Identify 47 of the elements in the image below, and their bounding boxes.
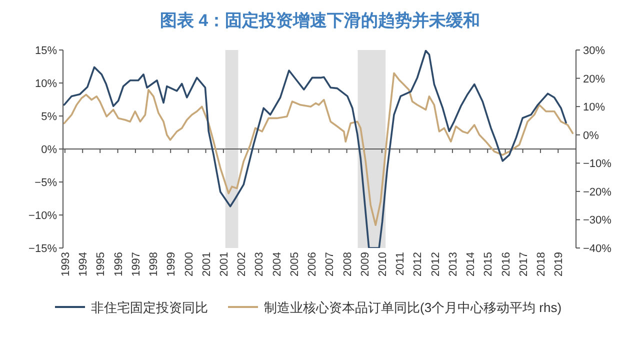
x-tick-label: 2015 xyxy=(482,252,495,276)
legend-label: 非住宅固定投资同比 xyxy=(91,300,208,315)
x-tick-label: 1998 xyxy=(148,252,160,276)
y-tick-label: 0% xyxy=(41,144,58,156)
y2-tick-label: 10% xyxy=(583,102,606,114)
x-tick-label: 1993 xyxy=(60,252,72,276)
x-tick-label: 2001 xyxy=(200,252,213,276)
x-tick-label: 2006 xyxy=(306,252,318,276)
x-tick-label: 2016 xyxy=(500,252,512,276)
x-tick-label: 2013 xyxy=(447,252,460,276)
x-tick-label: 2003 xyxy=(254,252,266,276)
x-tick-label: 2012 xyxy=(430,252,442,276)
y-tick-label: −10% xyxy=(28,210,58,222)
y2-tick-label: −40% xyxy=(583,243,612,255)
x-tick-label: 1999 xyxy=(166,252,178,276)
x-tick-label: 2010 xyxy=(376,252,389,276)
x-tick-label: 2007 xyxy=(324,252,336,276)
y-tick-label: −5% xyxy=(34,177,58,189)
x-tick-label: 2000 xyxy=(183,252,196,276)
x-tick-label: 2009 xyxy=(359,252,372,276)
y-tick-label: 10% xyxy=(34,78,58,90)
x-tick-label: 2011 xyxy=(394,252,407,276)
chart-title: 图表 4：固定投资增速下滑的趋势并未缓和 xyxy=(160,11,480,30)
x-tick-label: 2008 xyxy=(342,252,354,276)
x-tick-label: 1994 xyxy=(78,252,90,276)
x-tick-label: 2012 xyxy=(412,252,424,276)
legend-label: 制造业核心资本品订单同比(3个月中心移动平均 rhs) xyxy=(264,300,562,315)
y-tick-label: 5% xyxy=(41,111,58,123)
y-tick-label: −15% xyxy=(28,243,58,255)
x-tick-label: 2014 xyxy=(464,252,477,276)
y2-tick-label: −20% xyxy=(583,186,612,198)
x-tick-label: 2017 xyxy=(518,252,530,276)
x-tick-label: 1997 xyxy=(130,252,142,276)
y2-tick-label: 0% xyxy=(583,130,600,142)
y-tick-label: 15% xyxy=(34,45,58,57)
y2-tick-label: −30% xyxy=(583,214,612,227)
x-tick-label: 2018 xyxy=(535,252,548,276)
x-tick-label: 1996 xyxy=(112,252,125,276)
y2-tick-label: −10% xyxy=(583,158,612,170)
x-tick-label: 2004 xyxy=(271,252,284,276)
y2-tick-label: 30% xyxy=(583,45,606,57)
x-tick-label: 1995 xyxy=(95,252,108,276)
x-tick-label: 2019 xyxy=(553,252,566,276)
y2-tick-label: 20% xyxy=(583,73,606,86)
x-tick-label: 2001 xyxy=(218,252,230,276)
x-tick-label: 2002 xyxy=(236,252,248,276)
x-tick-label: 2005 xyxy=(288,252,301,276)
